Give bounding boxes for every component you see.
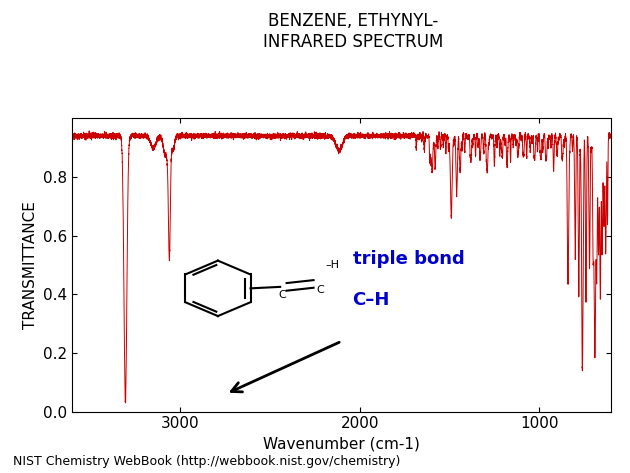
Text: C–H: C–H bbox=[353, 291, 390, 309]
Text: NIST Chemistry WebBook (http://webbook.nist.gov/chemistry): NIST Chemistry WebBook (http://webbook.n… bbox=[13, 455, 400, 468]
Text: C: C bbox=[316, 285, 324, 296]
Text: BENZENE, ETHYNYL-: BENZENE, ETHYNYL- bbox=[268, 12, 438, 30]
Text: C: C bbox=[278, 290, 285, 300]
Text: INFRARED SPECTRUM: INFRARED SPECTRUM bbox=[263, 33, 443, 51]
Y-axis label: TRANSMITTANCE: TRANSMITTANCE bbox=[23, 201, 38, 329]
X-axis label: Wavenumber (cm-1): Wavenumber (cm-1) bbox=[263, 437, 420, 452]
Text: triple bond: triple bond bbox=[353, 250, 464, 268]
Text: –H: –H bbox=[326, 260, 340, 270]
